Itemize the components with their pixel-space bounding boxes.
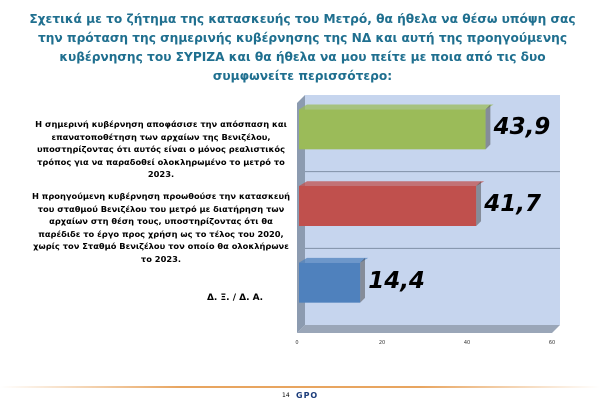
bar-top — [299, 257, 369, 263]
footer-divider — [0, 386, 600, 388]
page-number: 14 — [282, 392, 290, 399]
bar — [299, 262, 361, 303]
bar-side — [476, 181, 482, 226]
bar-top — [299, 104, 494, 110]
side-wall — [297, 95, 305, 333]
bar — [299, 186, 477, 226]
category-label: Δ. Ξ. / Δ. Α. — [206, 293, 264, 303]
bar-top — [299, 181, 485, 186]
x-tick-label: 0 — [295, 340, 298, 346]
chart-title: Σχετικά με το ζήτημα της κατασκευής του … — [29, 12, 576, 83]
x-tick-label: 60 — [549, 340, 555, 346]
category-label: Η σημερινή κυβέρνηση αποφάσισε την απόσπ… — [35, 119, 287, 179]
data-label: 43,9 — [493, 114, 551, 141]
bar — [299, 109, 486, 150]
x-tick-label: 20 — [379, 340, 385, 346]
bar-side — [485, 104, 491, 150]
x-tick-label: 40 — [464, 340, 470, 346]
floor — [297, 325, 560, 333]
data-label: 41,7 — [484, 191, 541, 217]
gpo-logo: GPO — [296, 391, 319, 400]
category-label: Η προηγούμενη κυβέρνηση προωθούσε την κα… — [31, 191, 291, 264]
data-label: 14,4 — [368, 267, 425, 294]
bar-side — [360, 257, 365, 303]
